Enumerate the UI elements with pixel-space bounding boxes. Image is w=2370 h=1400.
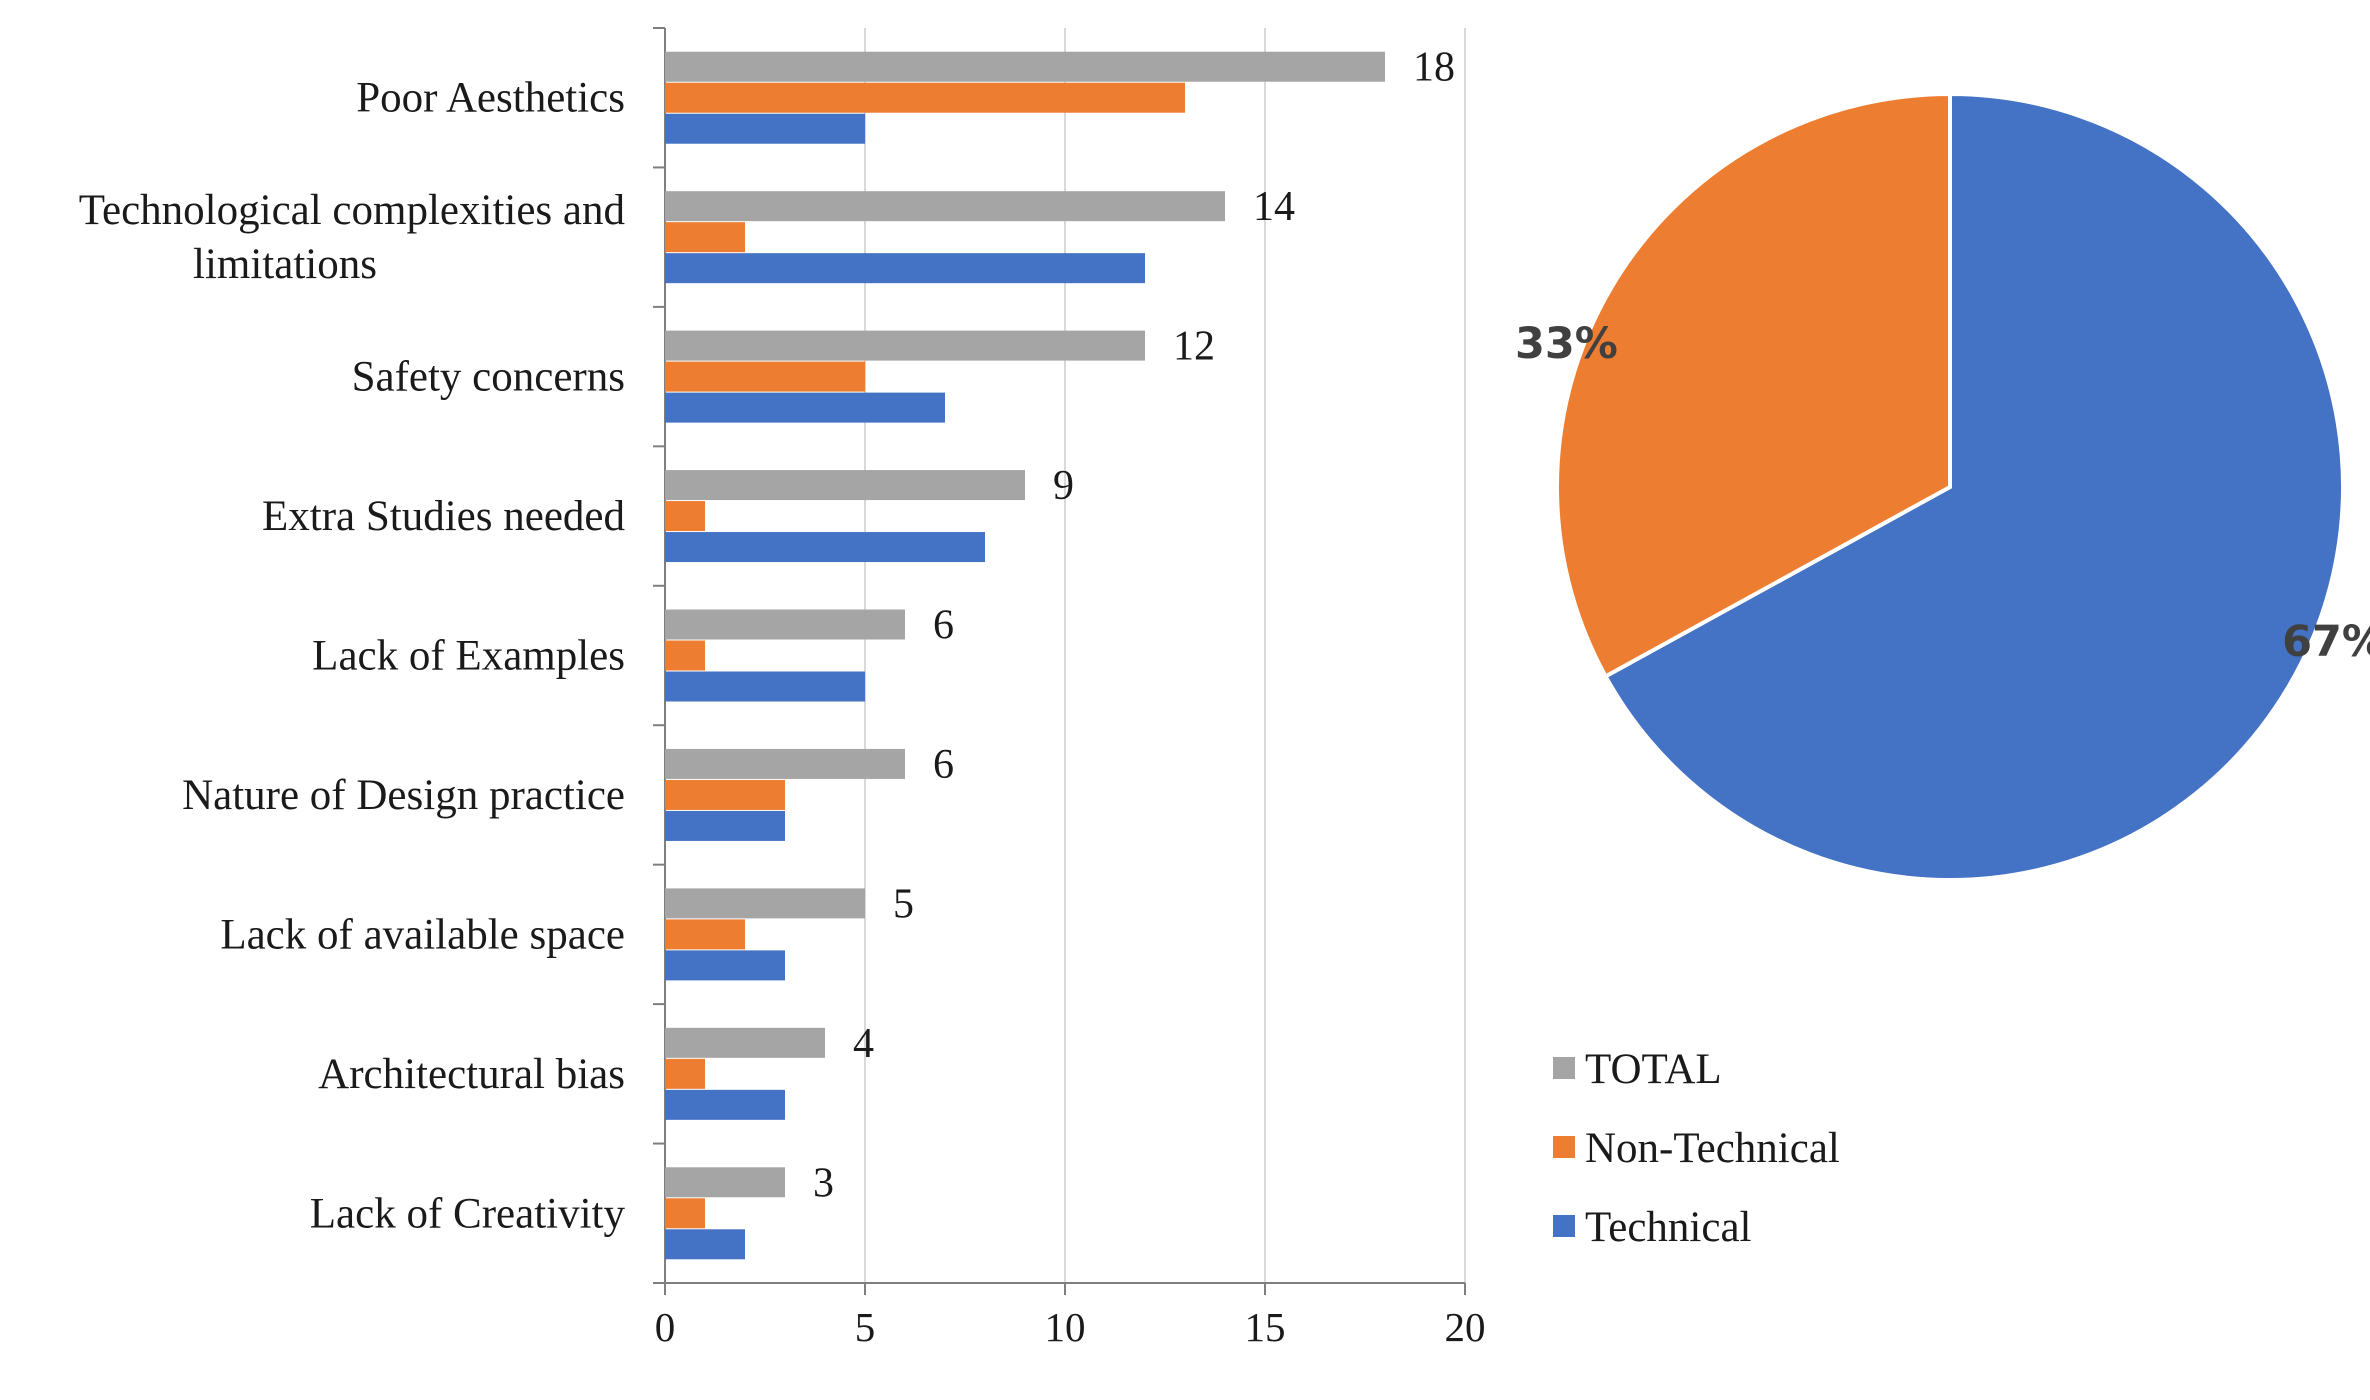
pie-slice-technical bbox=[1602, 91, 2345, 882]
category-label-line: Architectural bias bbox=[318, 1051, 625, 1098]
data-label-total: 14 bbox=[1253, 184, 1295, 230]
data-label-total: 9 bbox=[1053, 463, 1074, 509]
category-label-line: Safety concerns bbox=[352, 354, 625, 401]
category-label: Nature of Design practice bbox=[182, 772, 625, 819]
data-label-total: 3 bbox=[813, 1160, 834, 1206]
bar-technical-lack-of-available-space bbox=[665, 950, 785, 981]
data-label-total: 18 bbox=[1413, 45, 1455, 91]
pie-label-non-technical: 33% bbox=[1515, 319, 1618, 369]
bar-non-technical-nature-of-design-practice bbox=[665, 779, 785, 810]
category-label-line: Lack of Examples bbox=[312, 633, 625, 680]
bar-total-technological-complexities-and-limitations bbox=[665, 191, 1225, 222]
x-tick-label: 0 bbox=[655, 1304, 676, 1350]
x-tick-label: 10 bbox=[1045, 1304, 1086, 1350]
bar-total-lack-of-examples bbox=[665, 609, 905, 640]
category-label-line: Extra Studies needed bbox=[262, 493, 625, 540]
pie-chart: 67% 33% bbox=[1515, 91, 2370, 882]
bar-total-architectural-bias bbox=[665, 1027, 825, 1058]
bar-total-safety-concerns bbox=[665, 330, 1145, 361]
pie-label-technical: 67% bbox=[2282, 617, 2370, 667]
legend-label-total: TOTAL bbox=[1585, 1046, 1722, 1093]
bar-total-nature-of-design-practice bbox=[665, 748, 905, 779]
category-label: Poor Aesthetics bbox=[356, 75, 625, 122]
legend-swatch-technical bbox=[1553, 1215, 1575, 1237]
category-label-line: Lack of available space bbox=[220, 911, 625, 958]
category-label: Architectural bias bbox=[318, 1051, 625, 1098]
bar-non-technical-safety-concerns bbox=[665, 361, 865, 392]
bar-non-technical-extra-studies-needed bbox=[665, 501, 705, 532]
category-label: Lack of available space bbox=[220, 911, 625, 958]
category-label: Extra Studies needed bbox=[262, 493, 625, 540]
category-label-line: Lack of Creativity bbox=[310, 1190, 626, 1237]
bar-total-lack-of-available-space bbox=[665, 888, 865, 919]
x-tick-label: 15 bbox=[1245, 1304, 1286, 1350]
bar-technical-nature-of-design-practice bbox=[665, 810, 785, 841]
data-label-total: 6 bbox=[933, 603, 954, 649]
bar-non-technical-technological-complexities-and-limitations bbox=[665, 222, 745, 253]
bar-non-technical-lack-of-examples bbox=[665, 640, 705, 671]
category-label-line: Technological complexities and bbox=[79, 187, 625, 234]
bar-non-technical-poor-aesthetics bbox=[665, 82, 1185, 113]
legend-label-non-technical: Non-Technical bbox=[1585, 1125, 1840, 1172]
bar-non-technical-architectural-bias bbox=[665, 1058, 705, 1089]
bar-non-technical-lack-of-creativity bbox=[665, 1198, 705, 1229]
bar-chart: 0 5 10 15 20 18 Poor Aesthetics 14 Technological… bbox=[79, 27, 1486, 1350]
category-label: Lack of Examples bbox=[312, 633, 625, 680]
bar-technical-extra-studies-needed bbox=[665, 532, 985, 563]
category-label-line: Nature of Design practice bbox=[182, 772, 625, 819]
bar-total-lack-of-creativity bbox=[665, 1167, 785, 1198]
legend: TOTAL Non-Technical Technical bbox=[1553, 1046, 1840, 1251]
bar-non-technical-lack-of-available-space bbox=[665, 919, 745, 950]
bar-technical-architectural-bias bbox=[665, 1089, 785, 1120]
legend-swatch-total bbox=[1553, 1057, 1575, 1079]
category-label-line: Poor Aesthetics bbox=[356, 75, 625, 122]
bar-total-extra-studies-needed bbox=[665, 470, 1025, 501]
bar-technical-lack-of-creativity bbox=[665, 1229, 745, 1260]
bar-total-poor-aesthetics bbox=[665, 51, 1385, 82]
legend-label-technical: Technical bbox=[1585, 1204, 1752, 1251]
data-label-total: 5 bbox=[893, 881, 914, 927]
data-label-total: 4 bbox=[853, 1021, 874, 1067]
bar-technical-lack-of-examples bbox=[665, 671, 865, 702]
category-label-line: limitations bbox=[193, 241, 377, 288]
legend-swatch-non-technical bbox=[1553, 1136, 1575, 1158]
data-label-total: 12 bbox=[1173, 324, 1215, 370]
category-label: Technological complexities and limitation… bbox=[79, 187, 625, 288]
bar-technical-technological-complexities-and-limitations bbox=[665, 253, 1145, 284]
x-tick-label: 20 bbox=[1445, 1304, 1486, 1350]
category-label: Lack of Creativity bbox=[310, 1190, 626, 1237]
bar-technical-safety-concerns bbox=[665, 392, 945, 423]
pie-slice-non-technical bbox=[1555, 91, 1952, 680]
bar-technical-poor-aesthetics bbox=[665, 113, 865, 144]
data-label-total: 6 bbox=[933, 742, 954, 788]
x-tick-label: 5 bbox=[855, 1304, 876, 1350]
category-label: Safety concerns bbox=[352, 354, 625, 401]
